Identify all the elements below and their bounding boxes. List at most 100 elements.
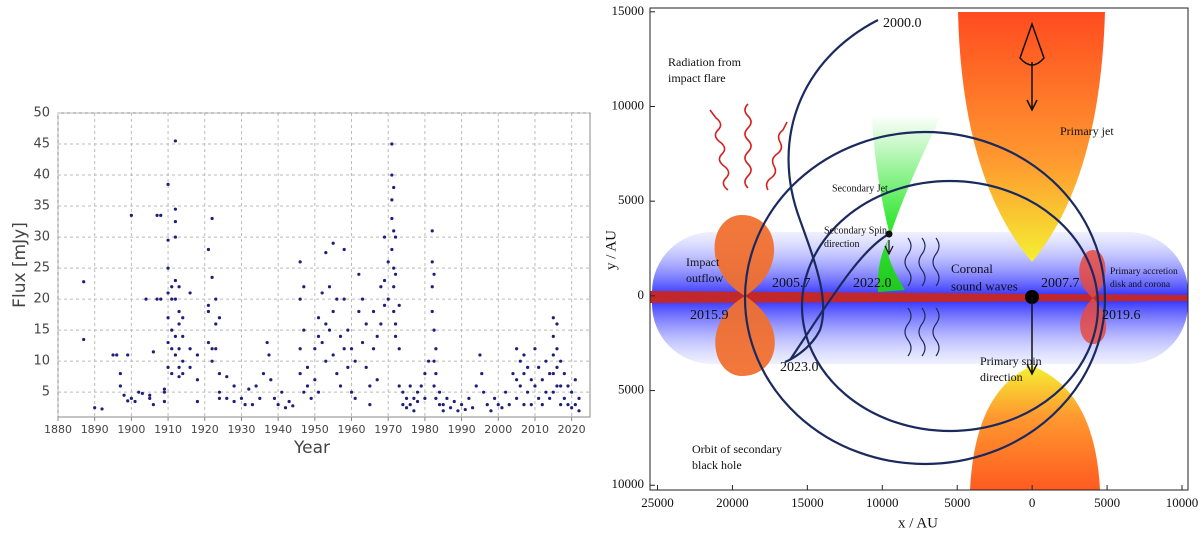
- data-point: [170, 285, 174, 289]
- data-point: [480, 371, 484, 376]
- data-point: [441, 409, 445, 413]
- data-point: [225, 396, 229, 400]
- data-point: [349, 347, 354, 351]
- data-point: [357, 309, 361, 314]
- data-point: [551, 334, 555, 338]
- data-point: [137, 390, 141, 394]
- data-point: [371, 309, 376, 314]
- left-panel: 5 10 15 20 25 30 35 40 45 50 1880 1890 1900 1910 1920 1…: [10, 106, 591, 458]
- data-point: [210, 216, 214, 221]
- data-point: [566, 402, 570, 407]
- data-point: [401, 390, 405, 394]
- data-point: [430, 229, 434, 233]
- data-point: [214, 297, 218, 301]
- data-point: [551, 316, 555, 320]
- annotation: 2007.7: [1041, 276, 1080, 291]
- data-point: [555, 322, 559, 326]
- orbit: [789, 233, 890, 361]
- data-point: [570, 390, 574, 394]
- data-point: [390, 216, 394, 221]
- data-point: [379, 285, 383, 289]
- data-point: [302, 285, 306, 289]
- data-point: [393, 272, 398, 276]
- data-point: [390, 173, 394, 177]
- data-point: [177, 309, 181, 314]
- data-point: [544, 359, 548, 363]
- x-tick-label: 1980: [411, 423, 439, 436]
- data-point: [313, 378, 317, 382]
- data-point: [82, 337, 86, 342]
- annotation: direction: [824, 239, 860, 250]
- x-tick-label: 1990: [448, 423, 476, 436]
- data-point: [214, 347, 218, 351]
- data-point: [562, 371, 566, 376]
- x-tick-label: 0: [1029, 495, 1036, 510]
- data-point: [346, 365, 350, 369]
- data-point: [265, 340, 269, 345]
- data-point: [463, 407, 467, 412]
- annotation: outflow: [686, 271, 724, 285]
- y-tick-label: 15000: [612, 3, 645, 18]
- data-point: [515, 378, 519, 382]
- radiation-wave: [709, 109, 730, 191]
- data-point: [166, 340, 170, 345]
- data-point: [188, 347, 192, 351]
- data-point: [364, 365, 368, 369]
- orbit: [800, 179, 1100, 433]
- data-point: [159, 297, 163, 301]
- data-point: [214, 322, 218, 326]
- data-point: [551, 390, 555, 394]
- data-point: [118, 384, 122, 388]
- y-tick-label: 35: [33, 199, 50, 214]
- data-point: [181, 316, 185, 320]
- data-point: [316, 316, 321, 320]
- data-point: [173, 139, 178, 143]
- annotation: Primary jet: [1060, 124, 1114, 138]
- data-point: [162, 387, 166, 391]
- data-point: [126, 399, 130, 403]
- y-axis-label: Flux [mJy]: [10, 222, 30, 308]
- data-point: [302, 390, 306, 394]
- data-point: [177, 347, 181, 351]
- data-point: [353, 396, 357, 400]
- data-point: [148, 393, 152, 397]
- data-point: [434, 396, 438, 400]
- secondary-spin-arrow: [884, 240, 894, 256]
- data-point: [206, 340, 211, 345]
- data-point: [327, 285, 332, 289]
- data-point: [313, 347, 317, 351]
- data-point: [390, 247, 394, 252]
- data-point: [489, 409, 493, 413]
- x-axis-label: x / AU: [898, 515, 938, 531]
- data-point: [151, 350, 155, 354]
- data-point: [470, 406, 475, 410]
- data-point: [432, 359, 436, 363]
- data-point: [162, 390, 166, 394]
- data-point: [515, 347, 519, 351]
- orbits: [743, 19, 1107, 466]
- x-tick-label: 1940: [264, 423, 292, 436]
- data-point: [518, 384, 522, 388]
- data-point: [335, 371, 339, 376]
- data-point: [291, 404, 295, 408]
- y-tick-label: 30: [33, 230, 50, 245]
- x-tick-label: 1920: [191, 423, 219, 436]
- data-point: [188, 365, 192, 369]
- y-tick-label: 0: [638, 287, 645, 302]
- data-point: [118, 371, 122, 376]
- data-point: [206, 247, 211, 252]
- data-point: [456, 409, 460, 413]
- data-point: [390, 198, 394, 202]
- annotation: 2015.9: [690, 308, 729, 323]
- annotation: disk and corona: [1110, 280, 1171, 290]
- data-point: [504, 390, 508, 394]
- data-point: [392, 185, 396, 190]
- y-tick-label: 10000: [612, 476, 645, 491]
- data-point: [544, 390, 548, 394]
- x-tick-label: 2020: [558, 423, 586, 436]
- data-point: [170, 371, 174, 376]
- data-point: [155, 213, 159, 217]
- data-point: [126, 353, 130, 357]
- data-point: [173, 219, 178, 224]
- data-point: [392, 285, 396, 289]
